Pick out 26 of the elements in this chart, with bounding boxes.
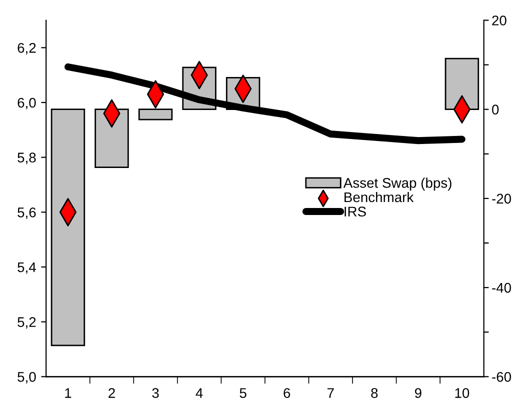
x-tick-label: 1 [65, 388, 72, 398]
x-tick-label: 2 [108, 388, 115, 398]
legend-label: Asset Swap (bps) [343, 178, 452, 191]
x-tick-label: 4 [196, 388, 203, 398]
y-tick-label: 5,4 [18, 262, 36, 274]
x-tick-label: 5 [240, 388, 246, 398]
x-tick-label: 10 [455, 388, 470, 398]
x-tick-label: 3 [152, 388, 159, 398]
y-tick-label: 5,0 [18, 372, 36, 384]
y-tick-label: 6,2 [18, 43, 36, 54]
y-tick-label: 5,2 [18, 317, 36, 329]
legend-label: Benchmark [344, 192, 414, 202]
y2-tick-label: -60 [492, 372, 512, 382]
y-tick-label: 5,8 [18, 152, 36, 164]
bar [50, 108, 86, 346]
x-tick-label: 8 [371, 388, 378, 398]
legend-label: IRS [344, 206, 366, 217]
y2-tick-label: 0 [492, 104, 499, 115]
y2-tick-label: 20 [492, 16, 506, 26]
x-tick-label: 7 [327, 388, 334, 398]
x-tick-label: 6 [284, 388, 290, 398]
y2-tick-label: -20 [492, 194, 512, 204]
y-tick-label: 5,6 [18, 207, 36, 219]
x-tick-label: 9 [414, 388, 422, 398]
y-tick-label: 6,0 [18, 98, 36, 110]
y2-tick-label: -40 [492, 282, 512, 293]
